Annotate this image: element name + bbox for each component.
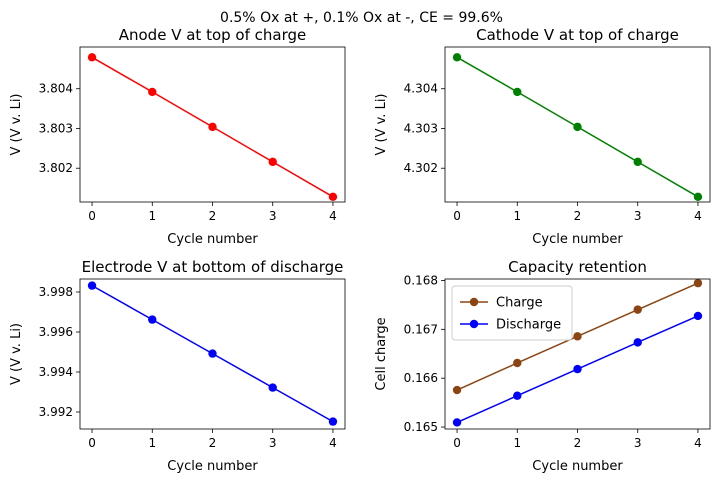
x-tick-label: 2: [209, 209, 217, 223]
y-tick-label: 3.803: [39, 121, 73, 135]
legend-swatch-marker: [469, 319, 479, 329]
x-tick-label: 3: [634, 436, 642, 450]
panel-cathode-top-of-charge: Cathode V at top of charge Cycle number …: [374, 26, 711, 247]
x-tick-label: 1: [148, 209, 156, 223]
data-point: [148, 315, 157, 324]
panel-anode-top-of-charge: Anode V at top of charge Cycle number V …: [9, 26, 346, 247]
y-tick-label: 3.996: [39, 325, 73, 339]
data-point: [452, 418, 462, 427]
axes-frame: [444, 278, 711, 430]
data-point: [573, 332, 582, 341]
x-axis-label: Cycle number: [167, 232, 258, 247]
x-tick-label: 0: [453, 436, 461, 450]
panel-title: Cathode V at top of charge: [476, 26, 679, 44]
x-tick-label: 2: [209, 436, 217, 450]
legend-label: Discharge: [496, 318, 561, 333]
data-point: [633, 157, 642, 167]
y-tick-label: 4.304: [404, 82, 438, 96]
x-tick-label: 2: [574, 436, 582, 450]
panel-electrode-bottom-of-discharge: Electrode V at bottom of discharge Cycle…: [9, 258, 346, 474]
y-tick-label: 3.994: [39, 365, 73, 379]
x-tick-label: 1: [148, 436, 156, 450]
data-point: [328, 192, 338, 202]
data-point: [693, 278, 703, 288]
x-tick-label: 1: [513, 436, 521, 450]
x-tick-label: 1: [513, 209, 521, 223]
data-point: [328, 417, 338, 426]
axes-frame: [79, 46, 346, 203]
y-tick-label: 3.802: [39, 161, 73, 175]
panel-title: Capacity retention: [508, 258, 647, 276]
x-axis-label: Cycle number: [167, 459, 258, 474]
data-point: [513, 87, 522, 97]
y-axis-label: V (V v. Li): [9, 94, 24, 156]
y-tick-label: 3.998: [39, 285, 73, 299]
y-axis-label: V (V v. Li): [9, 323, 24, 385]
x-tick-label: 3: [269, 436, 277, 450]
y-tick-label: 0.168: [404, 273, 438, 287]
x-tick-label: 4: [694, 436, 702, 450]
x-axis-label: Cycle number: [532, 232, 623, 247]
y-tick-label: 0.165: [404, 420, 438, 434]
x-tick-label: 4: [329, 436, 337, 450]
x-tick-label: 0: [88, 209, 96, 223]
figure-suptitle: 0.5% Ox at +, 0.1% Ox at -, CE = 99.6%: [220, 10, 503, 26]
data-point: [208, 122, 217, 132]
y-tick-label: 3.992: [39, 405, 73, 419]
x-tick-label: 2: [574, 209, 582, 223]
y-tick-label: 4.303: [404, 121, 438, 135]
panel-capacity-retention: Capacity retention Cycle number Cell cha…: [374, 258, 711, 474]
data-point: [513, 358, 522, 368]
y-tick-label: 0.167: [404, 322, 438, 336]
y-tick-label: 4.302: [404, 161, 438, 175]
y-tick-label: 3.804: [39, 82, 73, 96]
data-point: [633, 338, 642, 347]
data-point: [693, 192, 703, 202]
data-point: [87, 281, 97, 290]
legend-box: [451, 285, 573, 341]
x-tick-label: 3: [634, 209, 642, 223]
data-point: [452, 53, 462, 62]
axes-frame: [79, 278, 346, 430]
panel-title: Anode V at top of charge: [119, 26, 307, 44]
data-point: [573, 122, 582, 132]
x-tick-label: 0: [453, 209, 461, 223]
data-point: [573, 364, 582, 374]
x-tick-label: 0: [88, 436, 96, 450]
data-point: [268, 157, 277, 167]
data-point: [208, 349, 217, 358]
data-point: [693, 311, 703, 321]
legend-label: Charge: [496, 296, 543, 311]
data-point: [87, 53, 97, 62]
y-tick-label: 0.166: [404, 371, 438, 385]
x-tick-label: 3: [269, 209, 277, 223]
data-point: [148, 87, 157, 97]
data-point: [452, 385, 462, 395]
data-point: [633, 305, 642, 314]
panel-title: Electrode V at bottom of discharge: [82, 258, 344, 276]
y-axis-label: V (V v. Li): [374, 94, 389, 156]
x-axis-label: Cycle number: [532, 459, 623, 474]
data-point: [513, 391, 522, 400]
x-tick-label: 4: [329, 209, 337, 223]
legend-swatch-marker: [469, 297, 479, 307]
x-tick-label: 4: [694, 209, 702, 223]
axes-frame: [444, 46, 711, 203]
data-point: [268, 383, 277, 392]
y-axis-label: Cell charge: [374, 317, 389, 390]
